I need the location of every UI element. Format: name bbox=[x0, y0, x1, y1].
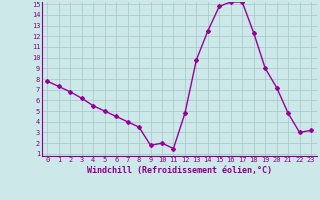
X-axis label: Windchill (Refroidissement éolien,°C): Windchill (Refroidissement éolien,°C) bbox=[87, 166, 272, 175]
